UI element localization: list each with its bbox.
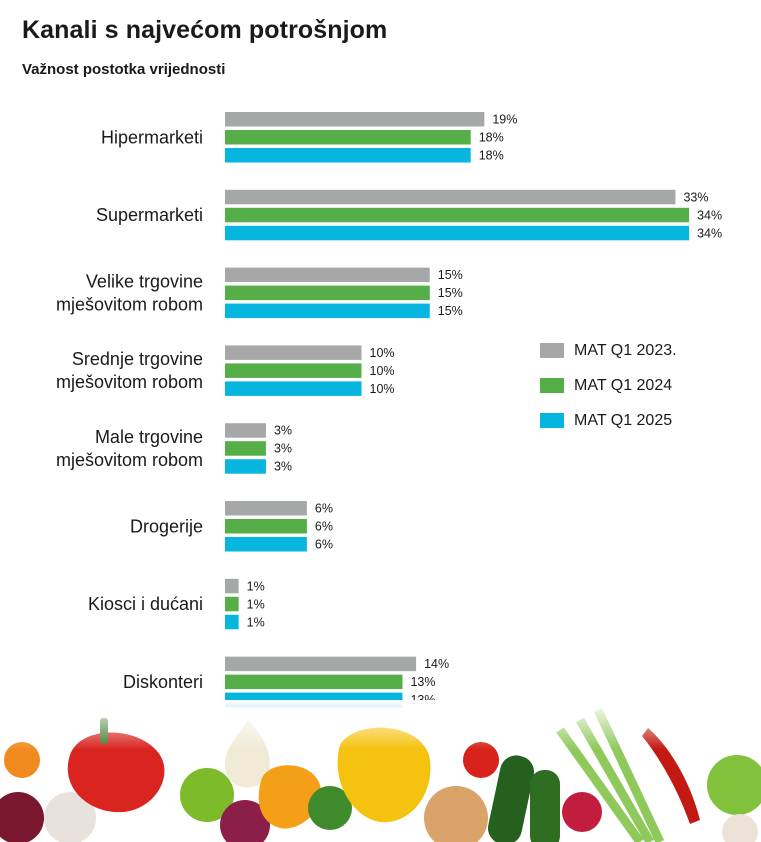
bar [225,596,239,612]
bar [225,112,485,127]
bar-value-label: 6% [315,502,333,516]
legend: MAT Q1 2023. MAT Q1 2024 MAT Q1 2025 [540,333,677,438]
category-label: Kiosci i dućani [88,594,203,614]
bar [225,614,239,630]
category-label: Drogerije [130,516,203,536]
bar [225,303,430,319]
bar [225,381,362,396]
bar-value-label: 15% [438,268,463,282]
category-label: Diskonteri [123,672,203,692]
bar [225,578,239,594]
category-label: Srednje trgovine [72,349,203,369]
bar [225,285,430,301]
bar [225,225,690,241]
bar-value-label: 33% [683,190,708,204]
bar-value-label: 3% [274,442,292,456]
bar [225,459,266,474]
legend-label-2023: MAT Q1 2023. [574,341,677,359]
bar [225,189,676,205]
bar-value-label: 6% [315,520,333,534]
bar-value-label: 15% [438,286,463,300]
bar-value-label: 19% [492,113,517,127]
bar [225,207,690,223]
bar-value-label: 10% [370,382,395,396]
bar-value-label: 1% [247,615,265,629]
bar [225,423,266,438]
chart-subtitle: Važnost postotka vrijednosti [22,61,226,78]
category-label: Supermarketi [96,205,203,225]
bar [225,656,417,672]
legend-swatch-2025 [540,413,564,428]
bar [225,519,307,534]
bar-value-label: 3% [274,424,292,438]
legend-swatch-2023 [540,343,564,358]
category-label: mješovitom robom [56,294,203,314]
bar-value-label: 34% [697,208,722,222]
category-label: mješovitom robom [56,450,203,470]
bar [225,148,471,163]
legend-swatch-2024 [540,378,564,393]
bar [225,501,307,516]
bar-value-label: 34% [697,226,722,240]
chart-title: Kanali s najvećom potrošnjom [22,16,388,44]
legend-item-2023: MAT Q1 2023. [540,333,677,368]
bar [225,130,471,145]
legend-item-2025: MAT Q1 2025 [540,403,677,438]
legend-label-2025: MAT Q1 2025 [574,411,673,429]
bar-value-label: 13% [410,675,435,689]
bar-value-label: 1% [247,597,265,611]
bar-value-label: 18% [479,149,504,163]
bar [225,674,403,690]
legend-label-2024: MAT Q1 2024 [574,376,673,394]
vegetables-decoration [0,700,761,842]
bar-value-label: 18% [479,131,504,145]
bar [225,537,307,552]
bar-value-label: 1% [247,579,265,593]
legend-item-2024: MAT Q1 2024 [540,368,677,403]
bar-value-label: 10% [370,364,395,378]
bar-value-label: 6% [315,538,333,552]
bar [225,267,430,283]
bar-value-label: 14% [424,657,449,671]
bar [225,441,266,456]
bar-value-label: 10% [370,346,395,360]
bar-value-label: 3% [274,460,292,474]
category-label: mješovitom robom [56,372,203,392]
category-label: Velike trgovine [86,271,203,291]
bar-value-label: 15% [438,304,463,318]
category-label: Male trgovine [95,427,203,447]
bar [225,345,362,360]
category-label: Hipermarketi [101,127,203,147]
bar [225,363,362,378]
